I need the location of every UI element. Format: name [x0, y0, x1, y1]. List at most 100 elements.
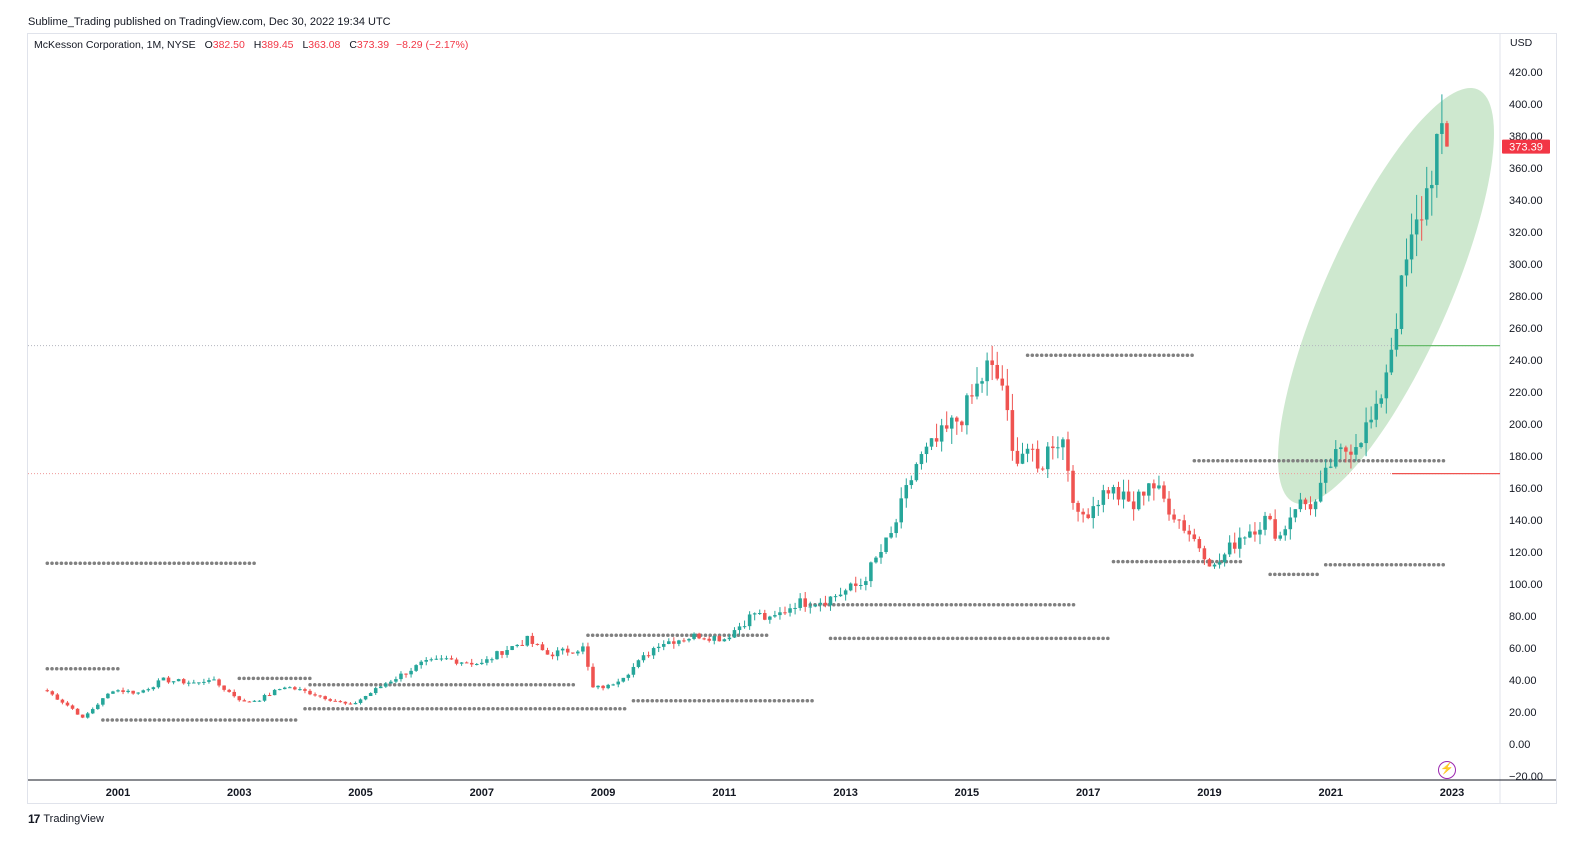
close-value: 373.39 — [356, 39, 390, 51]
candle-body — [146, 689, 151, 691]
candle-body — [995, 364, 999, 379]
candle-body — [1015, 450, 1020, 464]
y-tick-label: 160.00 — [1509, 483, 1543, 495]
y-tick-label: 20.00 — [1509, 707, 1537, 719]
candle-body — [232, 691, 236, 697]
candle-body — [136, 692, 140, 694]
high-value: 389.45 — [261, 39, 294, 51]
candle-body — [343, 701, 348, 704]
candle-body — [217, 679, 221, 686]
y-tick-label: 80.00 — [1509, 611, 1537, 623]
candle-body — [1035, 448, 1040, 469]
candle-body — [1258, 529, 1262, 535]
candle-body — [419, 661, 423, 666]
candle-body — [90, 709, 95, 714]
candle-body — [60, 699, 65, 703]
candle-body — [571, 652, 575, 654]
y-tick-label: 200.00 — [1509, 419, 1543, 431]
candle-body — [282, 687, 287, 690]
candle-body — [535, 643, 540, 645]
candle-body — [944, 425, 949, 429]
open-label: O — [204, 39, 213, 51]
x-tick-label: 2007 — [470, 787, 494, 799]
candle-body — [1222, 554, 1227, 563]
candle-body — [75, 708, 80, 715]
candle-body — [601, 685, 605, 689]
candle-body — [985, 360, 989, 382]
candle-body — [550, 654, 555, 657]
candle-body — [1147, 483, 1151, 496]
candle-body — [328, 699, 332, 701]
candle-body — [202, 681, 206, 683]
candle-body — [469, 662, 474, 665]
candle-body — [1126, 491, 1131, 502]
candle-body — [581, 646, 585, 652]
candle-body — [1334, 449, 1338, 467]
candle-body — [768, 616, 772, 620]
candle-body — [1379, 398, 1384, 404]
candle-body — [288, 687, 292, 689]
x-tick-label: 2023 — [1440, 787, 1464, 799]
candle-body — [1384, 372, 1389, 399]
candle-body — [803, 598, 807, 607]
candle-body — [1288, 517, 1293, 530]
candle-body — [924, 446, 929, 455]
candle-body — [626, 674, 631, 678]
candle-body — [1106, 490, 1111, 494]
change-value: −8.29 (−2.17%) — [395, 39, 469, 51]
candle-body — [1152, 483, 1156, 489]
candle-body — [207, 680, 211, 682]
candle-body — [752, 613, 757, 615]
candle-body — [1005, 385, 1010, 411]
candle-body — [389, 681, 393, 684]
candle-body — [303, 689, 307, 691]
candle-body — [298, 689, 302, 691]
candle-body — [864, 581, 868, 586]
candle-body — [909, 480, 914, 486]
candle-body — [212, 679, 216, 681]
x-tick-label: 2013 — [833, 787, 857, 799]
candle-body — [1091, 506, 1096, 519]
candle-body — [667, 641, 671, 644]
candle-body — [808, 606, 813, 608]
x-tick-label: 2001 — [106, 787, 130, 799]
candle-body — [1283, 529, 1288, 536]
candle-body — [929, 438, 934, 447]
candle-body — [186, 682, 191, 684]
open-value: 382.50 — [212, 39, 245, 51]
lightning-circle-icon[interactable]: ⚡ — [1438, 761, 1456, 779]
candle-body — [1308, 504, 1313, 510]
candle-body — [1435, 133, 1439, 185]
candle-body — [1056, 447, 1060, 449]
candle-body — [399, 673, 403, 680]
candle-body — [45, 690, 50, 692]
candle-body — [525, 635, 530, 646]
candle-body — [378, 686, 383, 689]
candle-body — [1298, 499, 1303, 510]
candle-body — [1000, 378, 1005, 386]
candle-body — [353, 702, 358, 705]
y-tick-label: 140.00 — [1509, 515, 1543, 527]
close-label: C — [349, 39, 357, 51]
candle-body — [1232, 542, 1237, 549]
candle-body — [1263, 515, 1267, 530]
candle-body — [1207, 559, 1212, 567]
candle-body — [424, 660, 429, 662]
candle-body — [313, 694, 317, 696]
candle-body — [439, 658, 444, 660]
candle-body — [722, 639, 727, 642]
candle-body — [1010, 410, 1015, 451]
candle-body — [1374, 403, 1378, 420]
candle-body — [1313, 501, 1318, 510]
candle-body — [1359, 443, 1363, 448]
candle-body — [672, 641, 676, 644]
candle-body — [894, 522, 898, 534]
y-tick-label: 60.00 — [1509, 643, 1537, 655]
candle-body — [1162, 485, 1166, 499]
candle-body — [1238, 537, 1242, 549]
candle-body — [515, 644, 519, 647]
candle-body — [1116, 486, 1121, 500]
highlight-ellipse — [1278, 88, 1494, 504]
candle-body — [429, 659, 434, 661]
